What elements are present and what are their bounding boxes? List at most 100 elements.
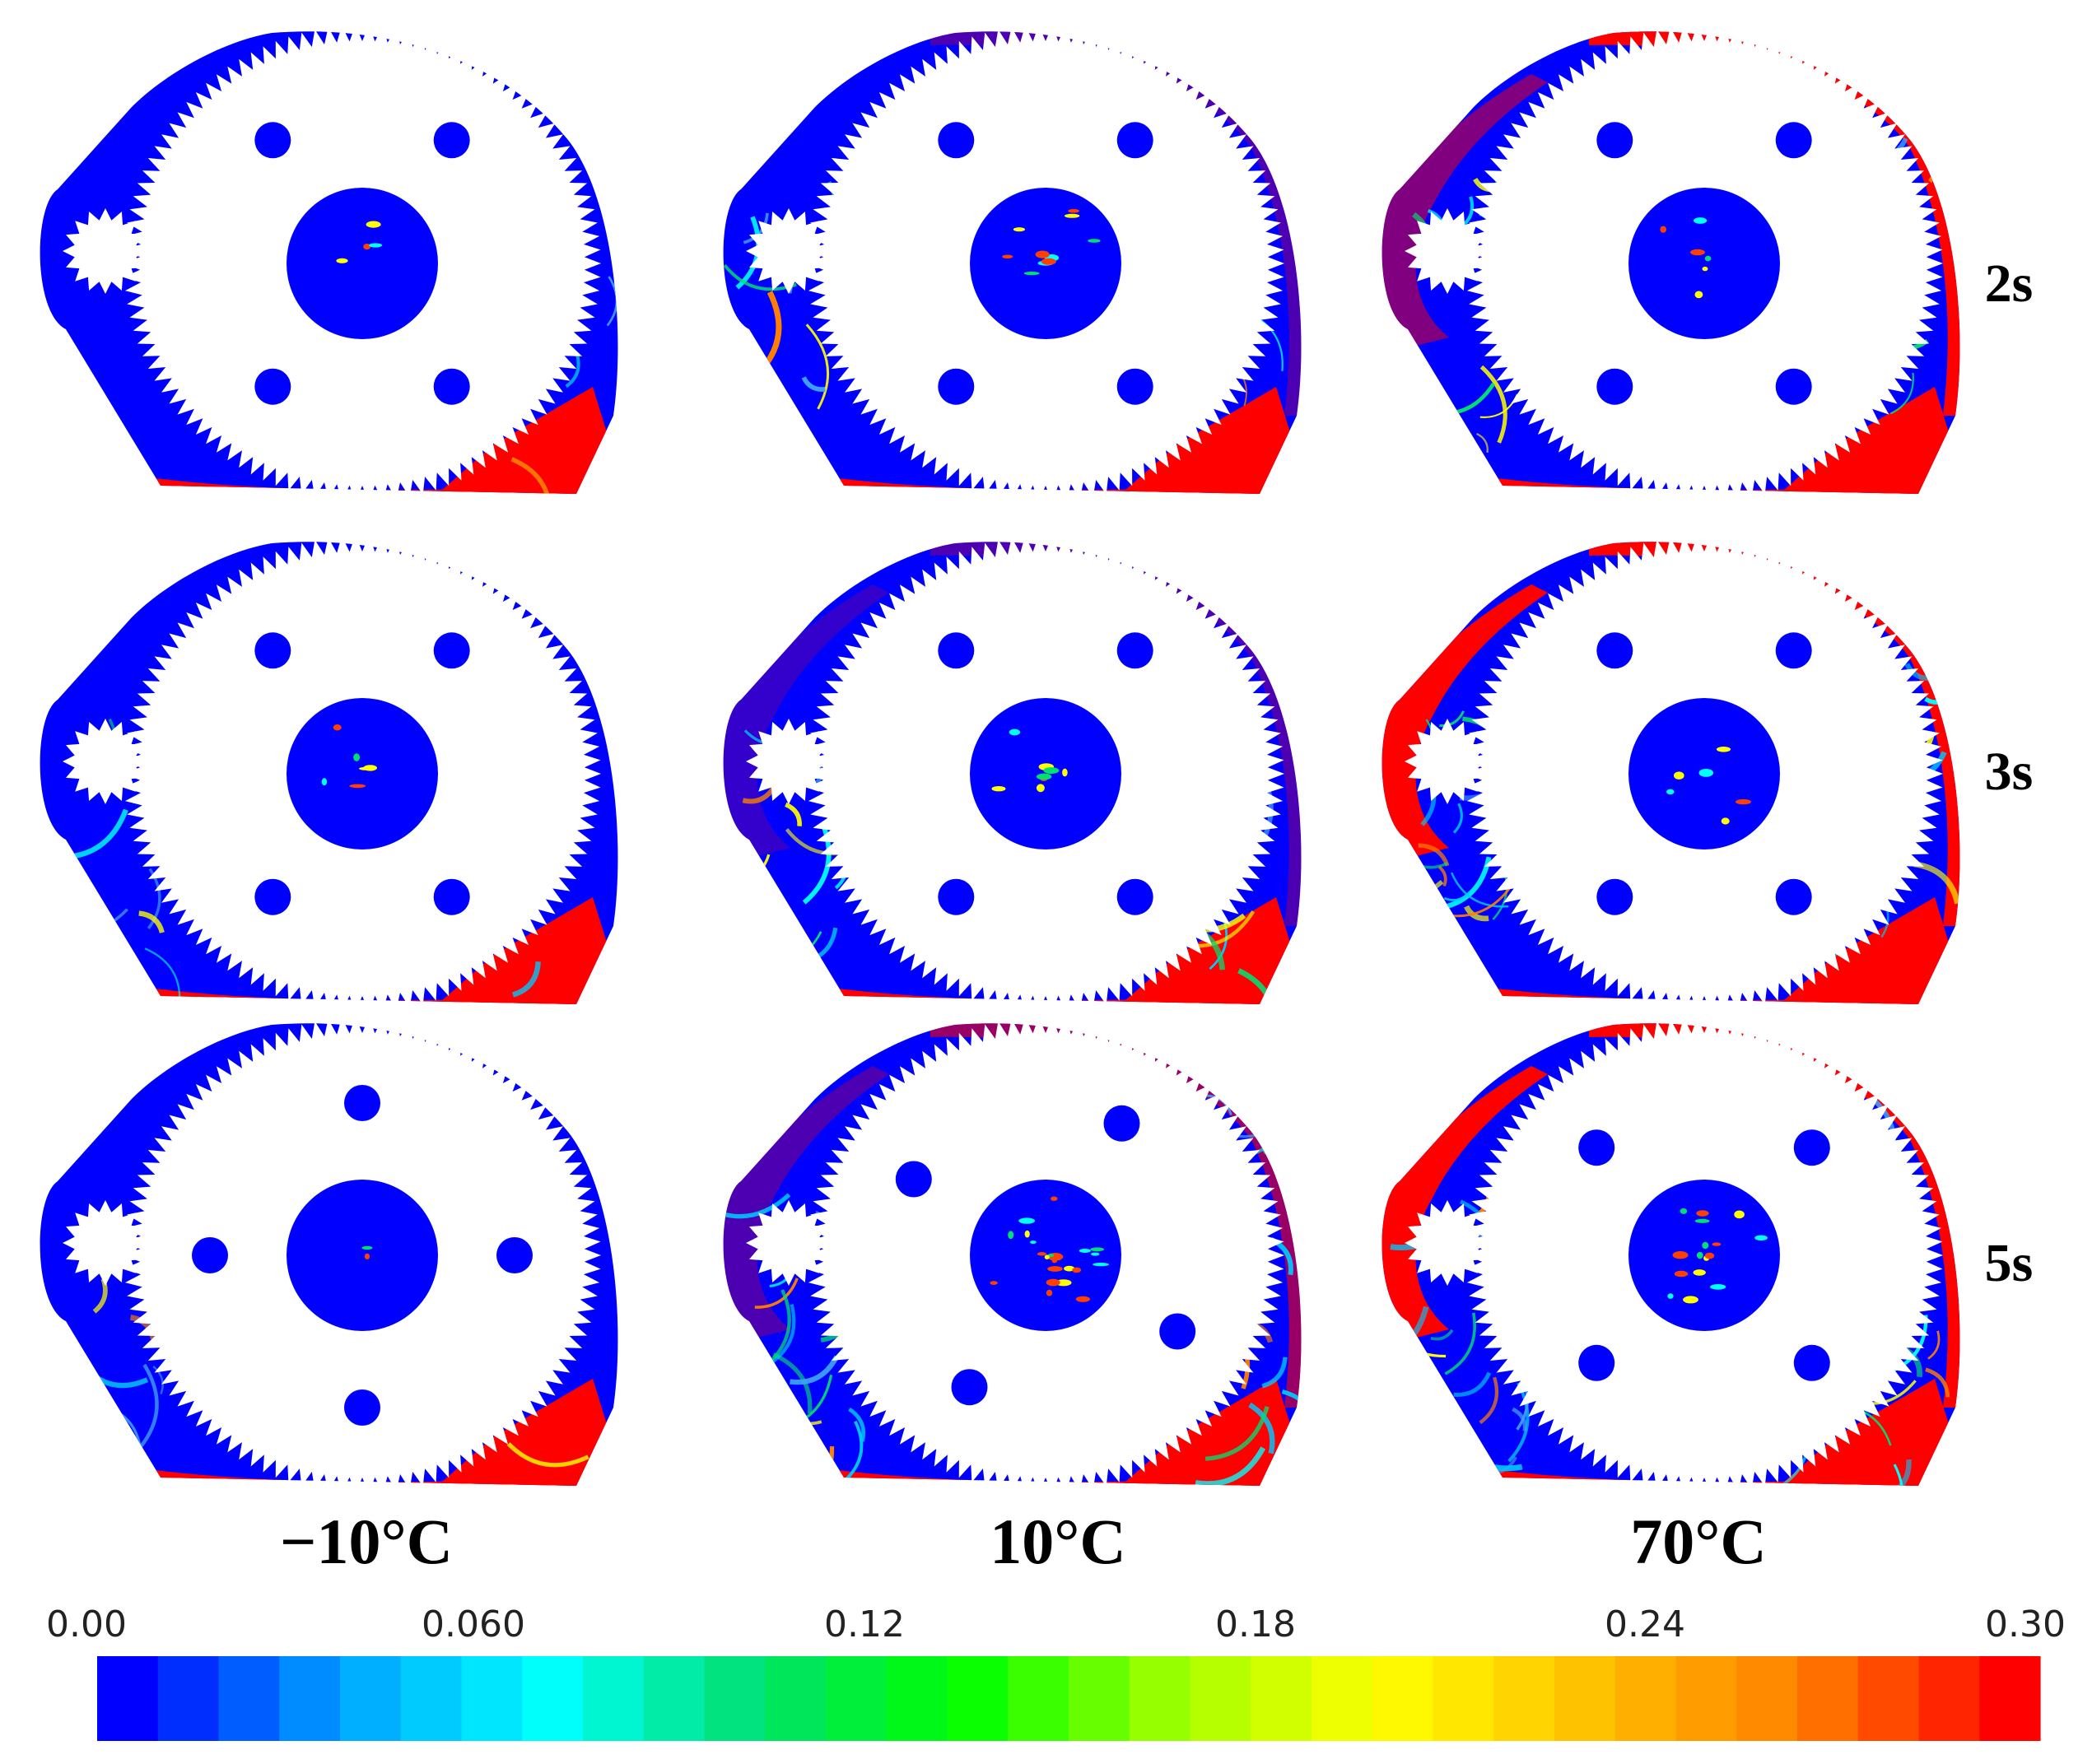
hub-flow-spot (369, 243, 383, 248)
hub-flow-spot (353, 753, 360, 761)
row-label-5s: 5s (1984, 1233, 2034, 1293)
flow-streak (90, 459, 126, 480)
flow-streak (790, 1355, 839, 1385)
bolt-hole (433, 632, 470, 669)
flow-streak (1437, 865, 1447, 887)
hub-flow-spot (1702, 266, 1708, 272)
hub-flow-spot (1660, 226, 1666, 233)
pinion-gear (1405, 719, 1490, 804)
flow-streak (1925, 1367, 1950, 1398)
flow-streak (144, 947, 181, 1004)
hub-flow-spot (1736, 798, 1751, 805)
pinion-gear (746, 719, 832, 804)
hub-flow-spot (1704, 1252, 1715, 1259)
hub-flow-spot (349, 784, 366, 789)
oil-pool (1111, 1379, 1302, 1487)
hub-flow-spot (1043, 767, 1060, 775)
hub-flow-spot (1710, 1284, 1726, 1290)
flow-streak (767, 1289, 791, 1364)
bolt-hole (1775, 632, 1812, 669)
flow-streak (743, 212, 769, 244)
hub-flow-spot (1680, 1208, 1688, 1214)
hub-flow-spot (1002, 254, 1013, 259)
contour-panel (1381, 25, 1960, 502)
flow-streak (723, 904, 764, 922)
hub-flow-spot (1712, 1242, 1722, 1246)
bolt-hole (496, 1237, 533, 1273)
bolt-hole (433, 878, 470, 915)
hub-flow-spot (991, 786, 1006, 792)
oil-pool (1770, 387, 1960, 495)
flow-streak (1381, 403, 1437, 439)
hub-flow-spot (1674, 1270, 1689, 1278)
flow-streak (1479, 365, 1507, 444)
bolt-hole (1103, 1105, 1140, 1142)
flow-streak (747, 458, 765, 495)
hub-flow-spot (1716, 747, 1731, 752)
hub-flow-spot (1091, 1252, 1100, 1256)
flow-streak (1204, 1406, 1270, 1461)
pinion-gear (746, 1200, 832, 1286)
hub-flow-spot (1044, 1254, 1050, 1259)
bolt-hole (1578, 1344, 1615, 1381)
hub-flow-spot (1696, 1210, 1709, 1217)
hub-flow-spot (1036, 784, 1045, 793)
bolt-hole (1793, 1129, 1830, 1166)
flow-streak (1396, 1366, 1423, 1375)
row-label-2s: 2s (1984, 254, 2034, 314)
flow-streak (1386, 947, 1453, 968)
oil-pool (1111, 387, 1302, 495)
flow-streak (1418, 394, 1447, 407)
bolt-hole (1159, 1313, 1196, 1350)
flow-streak (805, 323, 829, 410)
flow-streak (1381, 880, 1444, 901)
pinion-gear (63, 208, 148, 294)
col-label-minus10c: −10°C (280, 1506, 453, 1577)
bolt-hole (938, 368, 975, 405)
contour-panel (1381, 535, 1960, 1012)
bolt-hole (1596, 122, 1633, 159)
bolt-hole (938, 122, 975, 159)
hub-flow-spot (1037, 1252, 1046, 1256)
bolt-hole (938, 878, 975, 915)
flow-streak (1885, 1459, 1912, 1487)
flow-streak (723, 1193, 791, 1219)
hub-flow-spot (1047, 1253, 1055, 1258)
colorbar-tick-label: 0.00 (46, 1603, 127, 1645)
flow-streak (1930, 100, 1945, 147)
hub-flow-spot (1693, 1269, 1706, 1276)
oil-pool (1770, 1379, 1960, 1487)
pinion-gear (63, 1200, 148, 1286)
hub-flow-spot (336, 258, 348, 263)
hub-flow-spot (1072, 1267, 1082, 1273)
flow-streak (768, 1304, 796, 1366)
flow-streak (1464, 905, 1489, 922)
flow-streak (1927, 1330, 1941, 1360)
colorbar-tick-label: 0.24 (1605, 1603, 1685, 1645)
hub-flow-spot (1036, 773, 1052, 780)
flow-streak (1443, 891, 1471, 901)
hub-flow-spot (1024, 1230, 1030, 1238)
bolt-hole (254, 368, 291, 405)
hub-flow-spot (1090, 1247, 1105, 1252)
hub-flow-spot (1030, 1240, 1037, 1245)
flow-streak (1452, 803, 1463, 834)
contour-panel (723, 535, 1302, 1012)
flow-streak (510, 457, 552, 495)
flow-streak (40, 1438, 76, 1452)
flow-streak (80, 901, 91, 932)
flow-streak (788, 1405, 801, 1428)
hub-flow-spot (1702, 1241, 1709, 1250)
col-label-10c: 10°C (990, 1506, 1126, 1577)
flow-streak (723, 1381, 769, 1400)
flow-streak (1450, 872, 1509, 908)
hub-flow-spot (1754, 1235, 1768, 1241)
flow-streak (785, 802, 802, 826)
flow-streak (1430, 1329, 1454, 1341)
bolt-hole (1116, 632, 1153, 669)
hub-flow-spot (1008, 1231, 1014, 1240)
hub-flow-spot (1694, 291, 1703, 299)
flow-streak (1889, 372, 1914, 415)
flow-streak (848, 1407, 866, 1442)
